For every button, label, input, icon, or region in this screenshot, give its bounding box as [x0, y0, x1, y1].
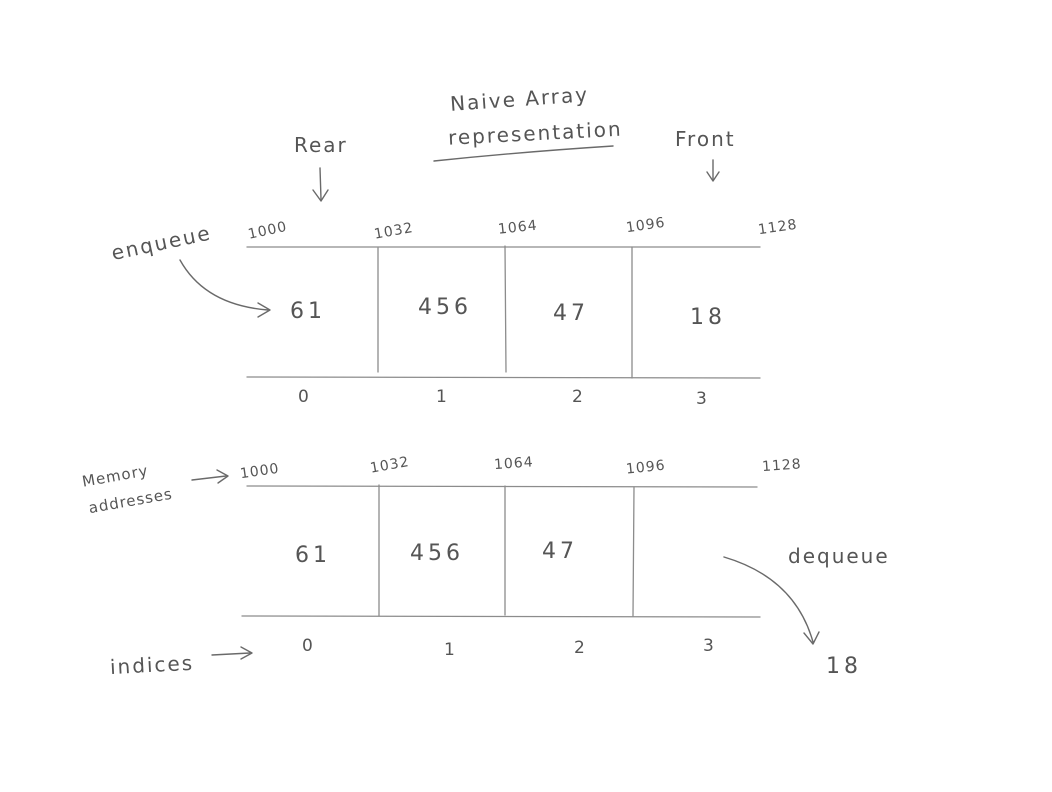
top-index: 3: [696, 389, 707, 409]
memory-label-line-1: Memory: [81, 461, 150, 490]
dequeue-label: dequeue: [788, 544, 890, 568]
bottom-address: 1032: [369, 454, 411, 477]
bottom-index: 0: [302, 636, 313, 656]
top-cell-value: 61: [290, 299, 326, 324]
bottom-address: 1000: [239, 461, 280, 482]
indices-label: indices: [109, 651, 194, 679]
top-cell-value: 456: [418, 295, 472, 320]
bottom-cell-value: 61: [295, 543, 331, 568]
top-array: 1000 1032 1064 1096 1128 61 456 47 18 0 …: [246, 215, 799, 409]
title-line-2: representation: [447, 117, 623, 150]
bottom-address: 1096: [625, 458, 666, 478]
top-cell-value: 47: [553, 301, 589, 326]
top-array-bottom-line: [246, 376, 761, 379]
title-line-1: Naive Array: [449, 82, 589, 116]
top-address: 1032: [373, 220, 415, 243]
top-index: 2: [572, 387, 583, 407]
memory-addresses-arrow: [191, 469, 229, 484]
front-label: Front: [675, 127, 736, 151]
bottom-cell-value: 456: [410, 541, 464, 566]
bottom-array-bottom-line: [241, 615, 761, 618]
rear-label: Rear: [294, 133, 348, 157]
top-address: 1000: [247, 219, 289, 243]
dequeued-value: 18: [826, 654, 862, 679]
bottom-array-divider: [632, 486, 635, 617]
bottom-address: 1064: [493, 454, 534, 473]
enqueue-label: enqueue: [109, 220, 213, 265]
front-arrow: [706, 159, 720, 182]
rear-arrow: [312, 167, 329, 202]
enqueue-arrow: [179, 259, 271, 318]
top-address: 1096: [625, 215, 666, 236]
indices-arrow: [211, 646, 253, 660]
bottom-array: 1000 1032 1064 1096 1128 61 456 47 0 1 2…: [239, 454, 802, 660]
memory-label-line-2: addresses: [87, 485, 174, 517]
dequeue-arrow: [723, 556, 820, 645]
bottom-cell-value: 47: [542, 539, 578, 564]
bottom-index: 2: [574, 638, 585, 658]
bottom-index: 1: [444, 640, 455, 660]
bottom-array-top-line: [246, 485, 758, 488]
top-index: 0: [298, 387, 309, 407]
title-underline: [433, 145, 614, 162]
top-address: 1128: [757, 217, 798, 238]
top-index: 1: [436, 387, 447, 407]
bottom-address: 1128: [761, 456, 802, 475]
top-address: 1064: [497, 218, 538, 238]
top-cell-value: 18: [690, 305, 726, 330]
bottom-index: 3: [703, 636, 714, 656]
top-array-divider: [504, 245, 507, 373]
